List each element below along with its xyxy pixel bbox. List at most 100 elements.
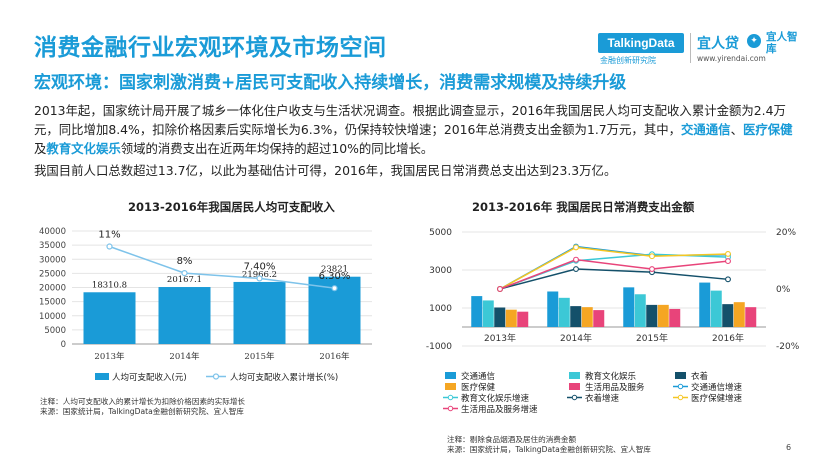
highlight-transport: 交通通信 xyxy=(681,122,731,137)
chart-2-bar xyxy=(657,304,669,327)
chart-2-growth-point xyxy=(725,258,731,265)
chart-1-ytick: 5000 xyxy=(44,326,66,336)
highlight-education: 教育文化娱乐 xyxy=(46,141,121,156)
chart-2-source: 来源：国家统计局，TalkingData金融创新研究院、宜人智库 xyxy=(447,445,651,454)
talkingdata-logo-sub: 金融创新研究院 xyxy=(600,56,656,65)
chart-2-notes: 注释：剔除食品烟酒及居住的消费金额 来源：国家统计局，TalkingData金融… xyxy=(447,435,651,455)
zhiku-logo: 宜人智库 xyxy=(766,31,798,55)
chart-1-growth-point xyxy=(331,285,338,292)
chart-2-xtick: 2013年 xyxy=(484,332,516,344)
chart-1-ytick: 30000 xyxy=(39,255,66,265)
chart-1-bar xyxy=(233,281,286,344)
chart-2-legend-label: 教育文化娱乐增速 xyxy=(461,393,530,404)
page-subtitle: 宏观环境：国家刺激消费+居民可支配收入持续增长，消费需求规模及持续升级 xyxy=(34,73,627,93)
chart-1-legend-swatch-bar xyxy=(95,373,109,380)
chart-2-bar xyxy=(558,297,570,327)
chart-2-growth-point xyxy=(573,256,579,263)
chart-2-legend-swatch-bar xyxy=(445,383,456,390)
talkingdata-logo: TalkingData xyxy=(598,33,684,53)
chart-1-bar-label: 18310.8 xyxy=(92,280,127,290)
chart-2-bar xyxy=(634,294,646,327)
chart-2-legend-swatch-bar xyxy=(569,383,580,390)
chart-2-bar xyxy=(722,304,734,327)
chart-2-legend-label: 教育文化娱乐 xyxy=(585,371,637,382)
chart-2-ytick-left: 5000 xyxy=(429,228,452,238)
chart-2-bar xyxy=(733,302,745,327)
chart-2-growth-line xyxy=(499,268,729,290)
chart-2-xtick: 2014年 xyxy=(560,332,592,344)
chart-2-growth-point xyxy=(497,286,503,292)
chart-2-bar xyxy=(517,311,529,327)
yirendai-emblem-icon: ✦ xyxy=(747,34,761,48)
chart-2-legend-label: 生活用品及服务 xyxy=(585,382,645,393)
chart-1-growth-label: 8% xyxy=(177,256,193,267)
chart-2-ytick-left: 3000 xyxy=(429,266,452,276)
chart-1-source: 来源：国家统计局，TalkingData金融创新研究院、宜人智库 xyxy=(40,407,244,416)
chart-2-growth-point xyxy=(649,253,655,260)
chart-2-bar xyxy=(581,307,593,327)
chart-2-legend-swatch-point xyxy=(677,394,684,401)
chart-2-title: 2013-2016年 我国居民日常消费支出金额 xyxy=(472,200,695,214)
chart-1-notes: 注释：人均可支配收入的累计增长为扣除价格因素的实际增长 来源：国家统计局，Tal… xyxy=(40,397,245,417)
chart-2-legend-label: 交通通信 xyxy=(461,371,496,382)
chart-2-legend-swatch-point xyxy=(677,383,684,390)
chart-2-legend-label: 医疗保健 xyxy=(461,382,496,393)
chart-1-legend-line-label: 人均可支配收入累计增长(%) xyxy=(230,372,338,383)
chart-2-legend-label: 衣着增速 xyxy=(585,393,620,404)
chart-2-legend-swatch-bar xyxy=(445,372,456,379)
chart-2-bar xyxy=(547,291,559,327)
body-paragraph-1: 2013年起，国家统计局开展了城乡一体化住户收支与生活状况调查。根据此调查显示，… xyxy=(34,103,793,156)
chart-2-legend-swatch-point xyxy=(447,394,454,401)
chart-1-growth-point xyxy=(106,243,113,250)
logo-divider xyxy=(690,33,691,63)
chart-1-legend-bar-label: 人均可支配收入(元) xyxy=(112,372,187,383)
highlight-medical: 医疗保健 xyxy=(742,122,793,137)
chart-2-legend-label: 医疗保健增速 xyxy=(691,393,743,404)
chart-2-bar xyxy=(623,287,635,327)
chart-1-legend-swatch-point xyxy=(212,373,220,380)
chart-1-growth-line xyxy=(109,245,335,289)
chart-2-growth-point xyxy=(725,250,731,257)
chart-2-growth-point xyxy=(573,244,579,251)
chart-2-legend-label: 衣着 xyxy=(691,371,708,382)
chart-2-growth-point xyxy=(725,276,731,283)
chart-2-bar xyxy=(494,307,506,327)
chart-1-ytick: 0 xyxy=(61,340,66,350)
chart-1-ytick: 25000 xyxy=(39,269,66,279)
chart-2-bar xyxy=(699,282,711,327)
chart-1-xtick: 2013年 xyxy=(94,351,125,362)
chart-1-bar xyxy=(158,287,211,344)
chart-2-growth-line xyxy=(499,253,729,290)
chart-2-bar xyxy=(471,296,483,327)
chart-2-legend-swatch-bar xyxy=(569,372,580,379)
chart-2-bar xyxy=(482,300,494,327)
chart-2-ytick-right: 0% xyxy=(776,285,791,295)
chart-1-bar-label: 23821 xyxy=(321,265,348,275)
chart-2-growth-line xyxy=(499,245,729,290)
chart-2-legend-label: 生活用品及服务增速 xyxy=(461,404,538,415)
chart-1-bar xyxy=(83,292,136,344)
chart-2-bar xyxy=(710,290,722,327)
chart-2-legend-swatch-point xyxy=(447,405,454,412)
chart-1-xtick: 2015年 xyxy=(244,351,275,362)
body-paragraph-2: 我国目前人口总数超过13.7亿，以此为基础估计可得，2016年，我国居民日常消费… xyxy=(34,163,617,178)
chart-2-bar xyxy=(593,310,605,327)
chart-1-ytick: 20000 xyxy=(39,284,66,294)
chart-1-ytick: 15000 xyxy=(39,298,66,308)
chart-1-growth-label: 7.40% xyxy=(244,261,276,272)
chart-1-xtick: 2014年 xyxy=(169,351,200,362)
page-title: 消费金融行业宏观环境及市场空间 xyxy=(34,35,387,61)
chart-2-ytick-left: 1000 xyxy=(429,304,452,314)
chart-1-ytick: 10000 xyxy=(39,312,66,322)
chart-1-note: 注释：人均可支配收入的累计增长为扣除价格因素的实际增长 xyxy=(40,397,246,406)
chart-2-note: 注释：剔除食品烟酒及居住的消费金额 xyxy=(447,435,577,444)
chart-2-bar xyxy=(669,308,681,327)
chart-1-growth-point xyxy=(181,269,188,277)
page-number: 6 xyxy=(786,443,792,452)
chart-2-bar xyxy=(505,309,517,327)
chart-2-ytick-right: 20% xyxy=(776,228,796,238)
chart-2-growth-point xyxy=(573,266,579,272)
chart-2-bar xyxy=(745,307,757,327)
chart-2-legend-swatch-point xyxy=(571,394,578,401)
